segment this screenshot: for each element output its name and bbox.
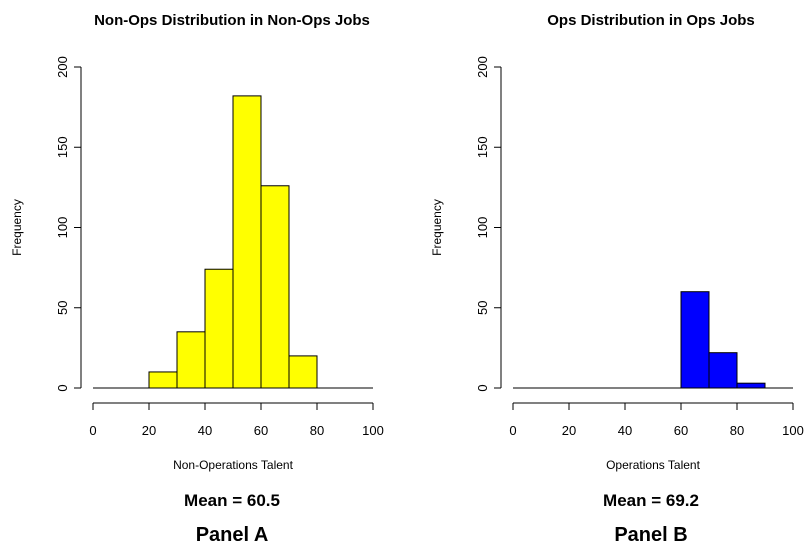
y-tick-label: 100 bbox=[55, 217, 70, 239]
histogram-bar bbox=[680, 291, 710, 389]
panel-label: Panel A bbox=[196, 524, 269, 546]
y-tick-label: 100 bbox=[475, 217, 490, 239]
y-tick-label: 200 bbox=[475, 56, 490, 78]
histogram-panel-b: Ops Distribution in Ops Jobs 0 20 40 60 80 100… bbox=[430, 12, 804, 546]
chart-title: Non-Ops Distribution in Non-Ops Jobs bbox=[94, 12, 370, 29]
x-tick-label: 100 bbox=[782, 423, 804, 438]
histogram-bar bbox=[176, 331, 206, 389]
x-tick-label: 0 bbox=[509, 423, 516, 438]
histogram-bar bbox=[148, 371, 178, 389]
y-tick-label: 150 bbox=[55, 136, 70, 158]
mean-label: Mean = 60.5 bbox=[184, 491, 280, 510]
histogram-bar bbox=[288, 355, 318, 389]
chart-title: Ops Distribution in Ops Jobs bbox=[547, 12, 755, 29]
x-tick-label: 40 bbox=[198, 423, 212, 438]
y-axis-label: Frequency bbox=[430, 199, 444, 256]
histogram-bar bbox=[204, 268, 234, 389]
y-tick-label: 0 bbox=[475, 384, 490, 391]
x-axis-label: Non-Operations Talent bbox=[173, 458, 294, 472]
y-tick-label: 200 bbox=[55, 56, 70, 78]
x-tick-label: 100 bbox=[362, 423, 384, 438]
x-tick-label: 20 bbox=[562, 423, 576, 438]
histogram-bar bbox=[708, 352, 738, 389]
histogram-bar bbox=[232, 95, 262, 389]
x-tick-label: 60 bbox=[674, 423, 688, 438]
histogram-bar bbox=[736, 382, 766, 389]
x-tick-label: 40 bbox=[618, 423, 632, 438]
x-tick-label: 60 bbox=[254, 423, 268, 438]
x-tick-label: 0 bbox=[89, 423, 96, 438]
panel-label: Panel B bbox=[614, 524, 687, 546]
x-axis-label: Operations Talent bbox=[606, 458, 701, 472]
x-tick-label: 80 bbox=[730, 423, 744, 438]
histogram-bar bbox=[260, 185, 290, 389]
y-tick-label: 50 bbox=[55, 301, 70, 315]
mean-label: Mean = 69.2 bbox=[603, 491, 699, 510]
y-tick-label: 150 bbox=[475, 136, 490, 158]
x-tick-label: 20 bbox=[142, 423, 156, 438]
x-tick-label: 80 bbox=[310, 423, 324, 438]
histogram-panel-a: Non-Ops Distribution in Non-Ops Jobs 0 20 4… bbox=[10, 12, 384, 546]
y-tick-label: 50 bbox=[475, 301, 490, 315]
y-axis-label: Frequency bbox=[10, 199, 24, 256]
y-tick-label: 0 bbox=[55, 384, 70, 391]
